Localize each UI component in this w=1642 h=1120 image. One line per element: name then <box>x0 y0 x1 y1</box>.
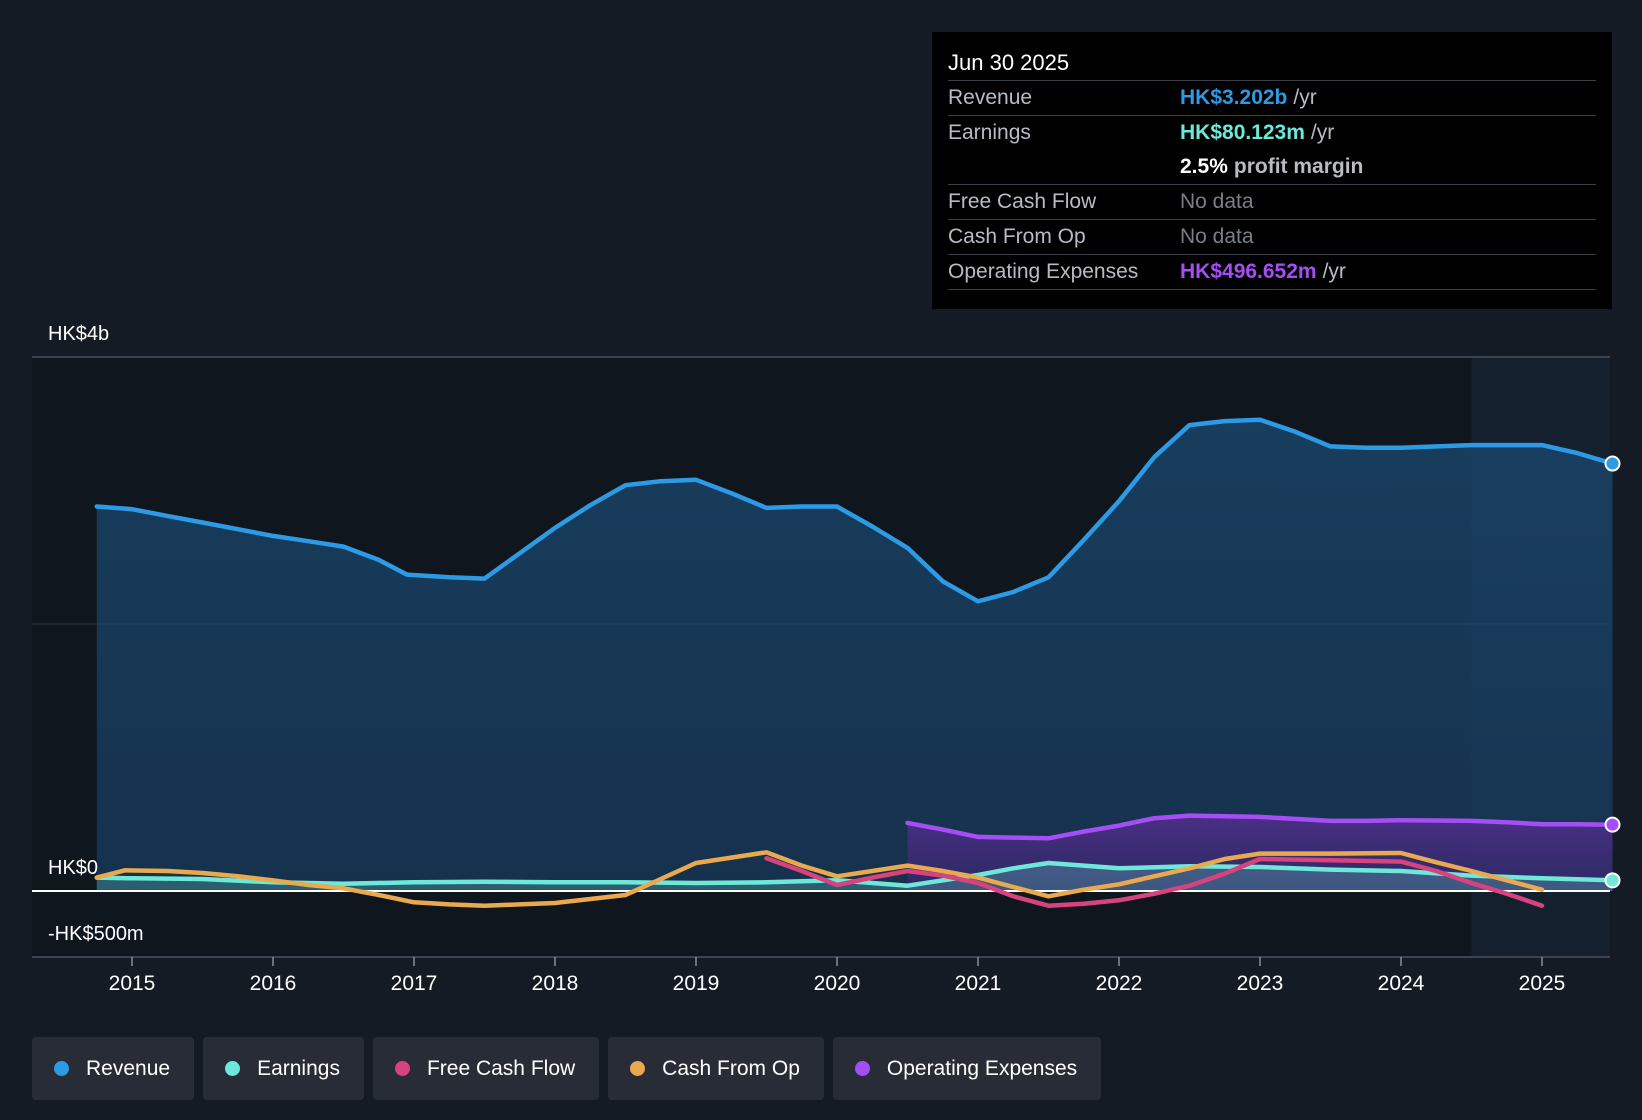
tooltip-row-earnings: Earnings HK$80.123m /yr <box>948 116 1596 150</box>
legend-label: Operating Expenses <box>886 1056 1078 1080</box>
tooltip-label: Earnings <box>948 121 1031 144</box>
legend-dot-icon <box>54 1061 69 1076</box>
tooltip-unit: /yr <box>1322 260 1346 283</box>
opex-line <box>905 813 1615 841</box>
tooltip-row-fcf: Free Cash Flow No data <box>948 185 1596 220</box>
x-tick-label: 2015 <box>109 972 156 995</box>
tooltip-value: HK$80.123m <box>1180 121 1305 144</box>
y-label-top: HK$4b <box>48 323 109 345</box>
revenue-end-point[interactable] <box>1604 455 1621 472</box>
tooltip-unit: /yr <box>1293 86 1317 109</box>
legend-dot-icon <box>630 1061 646 1076</box>
profit-margin-label: profit margin <box>1233 155 1364 178</box>
tooltip-row-revenue: Revenue HK$3.202b /yr <box>948 81 1596 116</box>
x-tick-label: 2020 <box>814 972 861 995</box>
tooltip-label: Free Cash Flow <box>948 190 1097 213</box>
tooltip-row-opex: Operating Expenses HK$496.652m /yr <box>948 255 1596 290</box>
legend-label: Earnings <box>257 1056 340 1080</box>
legend-label: Cash From Op <box>662 1056 800 1080</box>
revenue-line <box>94 417 1615 604</box>
profit-margin-value: 2.5% <box>1180 155 1228 178</box>
x-tick-label: 2023 <box>1237 972 1284 995</box>
tooltip-panel: Jun 30 2025 Revenue HK$3.202b /yr Earnin… <box>932 32 1612 309</box>
legend-dot-icon <box>225 1061 241 1076</box>
earnings-end-point[interactable] <box>1604 872 1621 889</box>
legend-earnings[interactable]: Earnings <box>203 1037 364 1100</box>
x-tick-label: 2024 <box>1378 972 1425 995</box>
legend-label: Free Cash Flow <box>426 1056 576 1080</box>
x-tick-label: 2022 <box>1096 972 1143 995</box>
tooltip-unit: /yr <box>1310 121 1335 144</box>
legend-operating-expenses[interactable]: Operating Expenses <box>832 1037 1102 1100</box>
legend-free-cash-flow[interactable]: Free Cash Flow <box>372 1037 600 1100</box>
legend-cash-from-op[interactable]: Cash From Op <box>608 1037 824 1100</box>
cfo-line <box>94 850 1545 908</box>
legend-dot-icon <box>394 1061 410 1076</box>
legend-revenue[interactable]: Revenue <box>32 1037 195 1100</box>
tooltip-row-cfo: Cash From Op No data <box>948 220 1596 255</box>
tooltip-nodata: No data <box>1180 225 1254 248</box>
fcf-line <box>764 856 1545 908</box>
tooltip-value: HK$3.202b <box>1180 86 1288 109</box>
tooltip-label: Operating Expenses <box>948 260 1139 283</box>
legend: Revenue Earnings Free Cash Flow Cash Fro… <box>32 1037 1102 1100</box>
opex-end-point[interactable] <box>1604 816 1621 833</box>
tooltip-label: Revenue <box>948 86 1033 109</box>
y-label-zero: HK$0 <box>48 857 98 879</box>
legend-label: Revenue <box>86 1056 171 1080</box>
tooltip-label: Cash From Op <box>948 225 1086 248</box>
x-tick-label: 2017 <box>391 972 438 995</box>
legend-dot-icon <box>854 1061 870 1076</box>
x-tick-label: 2016 <box>250 972 297 995</box>
y-label-bottom: -HK$500m <box>48 923 144 945</box>
x-tick-label: 2019 <box>673 972 720 995</box>
tooltip-date: Jun 30 2025 <box>948 46 1596 81</box>
tooltip-value: HK$496.652m <box>1180 260 1317 283</box>
x-tick-label: 2021 <box>955 972 1002 995</box>
tooltip-row-margin: 2.5% profit margin <box>948 150 1596 185</box>
revenue-area <box>96 419 1613 891</box>
tooltip-nodata: No data <box>1180 190 1254 213</box>
earnings-line <box>94 860 1615 888</box>
x-tick-label: 2018 <box>532 972 579 995</box>
x-tick-label: 2025 <box>1519 972 1566 995</box>
